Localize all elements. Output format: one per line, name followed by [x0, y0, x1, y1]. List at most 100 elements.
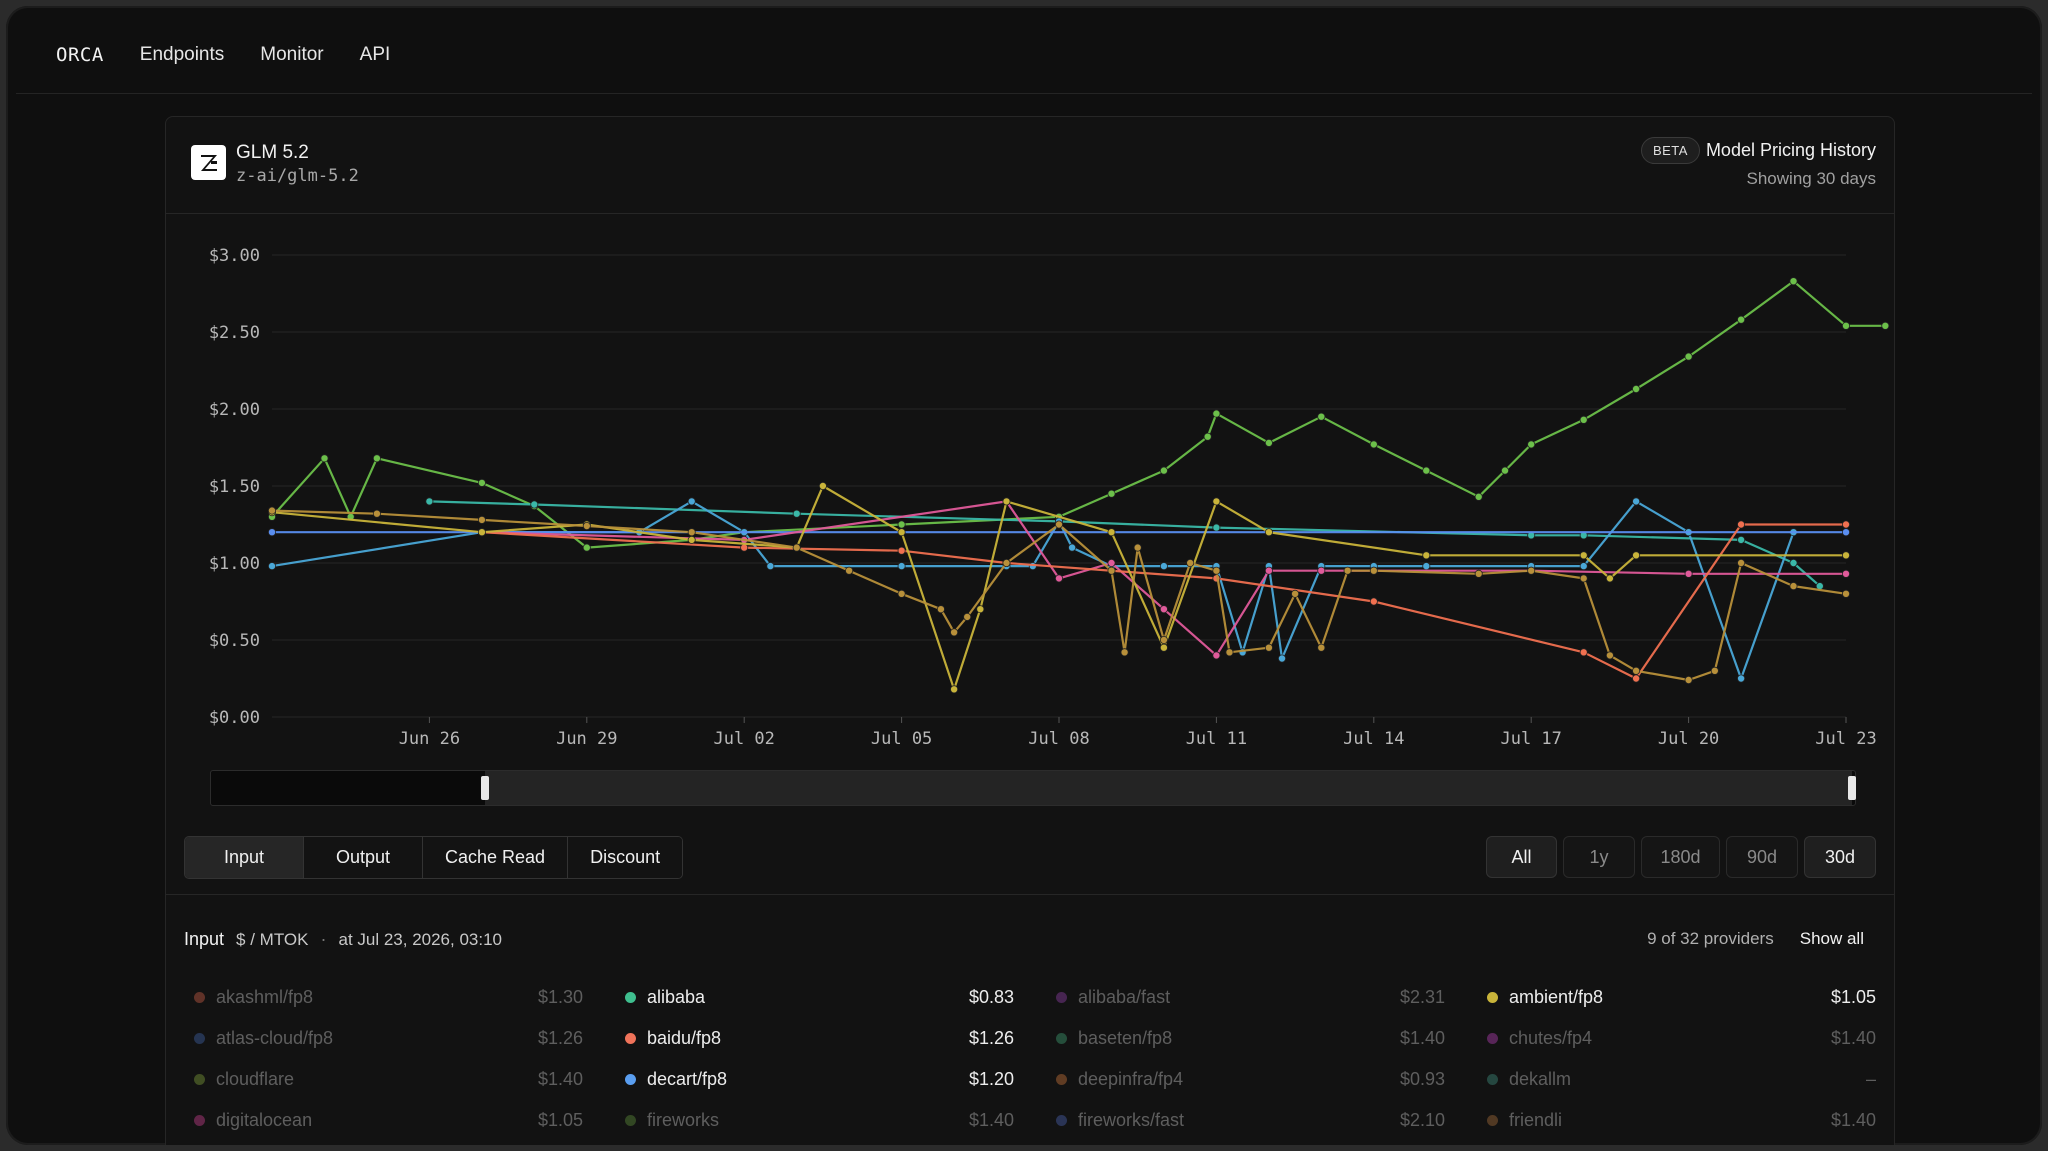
provider-item[interactable]: friendli $1.40 — [1477, 1100, 1876, 1141]
provider-item[interactable]: deepinfra/fp4 $0.93 — [1046, 1059, 1445, 1100]
provider-name: friendli — [1509, 1110, 1563, 1130]
nav-monitor[interactable]: Monitor — [260, 43, 324, 65]
data-point — [1632, 384, 1641, 393]
legend-title: Input — [184, 929, 225, 949]
data-point — [897, 589, 906, 598]
data-point — [1159, 635, 1168, 644]
provider-item[interactable]: fireworks $1.40 — [615, 1100, 1014, 1141]
provider-price: $1.26 — [537, 1028, 583, 1048]
data-point — [1789, 582, 1798, 591]
provider-color-dot — [194, 1074, 205, 1085]
provider-name: dekallm — [1509, 1069, 1572, 1089]
x-tick-label: Jul 11 — [1186, 729, 1247, 749]
provider-item[interactable]: chutes/fp4 $1.40 — [1477, 1018, 1876, 1059]
data-point — [425, 497, 434, 506]
data-point — [1107, 528, 1116, 537]
data-point — [1317, 643, 1326, 652]
range-brush[interactable] — [210, 770, 1856, 806]
x-tick-label: Jul 20 — [1658, 729, 1719, 749]
data-point — [1579, 551, 1588, 560]
data-point — [1737, 674, 1746, 683]
provider-price: – — [1865, 1069, 1876, 1089]
show-all-button[interactable]: Show all — [1799, 929, 1864, 948]
provider-price: $1.40 — [1399, 1028, 1445, 1048]
provider-item[interactable]: alibaba $0.83 — [615, 977, 1014, 1018]
provider-color-dot — [625, 992, 636, 1003]
provider-color-dot — [194, 1033, 205, 1044]
data-point — [1684, 352, 1693, 361]
provider-name: fireworks/fast — [1078, 1110, 1185, 1130]
provider-price: $1.05 — [1830, 987, 1876, 1007]
data-point — [582, 543, 591, 552]
data-point — [320, 454, 329, 463]
provider-price: $0.93 — [1399, 1069, 1445, 1089]
range-30d[interactable]: 30d — [1804, 836, 1876, 878]
range-180d[interactable]: 180d — [1641, 836, 1720, 878]
range-all[interactable]: All — [1486, 836, 1557, 878]
provider-name: ambient/fp8 — [1509, 987, 1604, 1007]
data-point — [766, 562, 775, 571]
data-point — [477, 478, 486, 487]
data-point — [268, 562, 277, 571]
provider-price: $1.40 — [1830, 1028, 1876, 1048]
provider-item[interactable]: digitalocean $1.05 — [184, 1100, 583, 1141]
provider-item[interactable]: baseten/fp8 $1.40 — [1046, 1018, 1445, 1059]
range-selector: All 1y 180d 90d 30d — [1486, 836, 1876, 878]
data-point — [1107, 566, 1116, 575]
provider-item[interactable]: ambient/fp8 $1.05 — [1477, 977, 1876, 1018]
data-point — [1369, 566, 1378, 575]
series-line — [271, 500, 1795, 680]
header-right: BETA Model Pricing History Showing 30 da… — [1640, 137, 1876, 189]
provider-item[interactable]: alibaba/fast $2.31 — [1046, 977, 1445, 1018]
range-90d[interactable]: 90d — [1726, 836, 1798, 878]
provider-item[interactable]: decart/fp8 $1.20 — [615, 1059, 1014, 1100]
data-point — [1159, 605, 1168, 614]
brush-selection[interactable] — [485, 771, 1852, 805]
nav-endpoints[interactable]: Endpoints — [139, 43, 225, 65]
provider-name: deepinfra/fp4 — [1078, 1069, 1184, 1089]
data-point — [1881, 321, 1890, 330]
provider-name: cloudflare — [216, 1069, 295, 1089]
tab-cache-read[interactable]: Cache Read — [423, 837, 569, 878]
tab-discount[interactable]: Discount — [568, 837, 683, 878]
provider-item[interactable]: baidu/fp8 $1.26 — [615, 1018, 1014, 1059]
provider-price: $2.31 — [1399, 987, 1445, 1007]
brand-logo[interactable]: ORCA — [56, 43, 104, 66]
data-point — [1632, 674, 1641, 683]
provider-item[interactable]: atlas-cloud/fp8 $1.26 — [184, 1018, 583, 1059]
data-point — [1133, 543, 1142, 552]
data-point — [1632, 551, 1641, 560]
provider-price: $1.20 — [968, 1069, 1014, 1089]
provider-name: baseten/fp8 — [1078, 1028, 1173, 1048]
tab-output[interactable]: Output — [304, 837, 423, 878]
provider-item[interactable]: cloudflare $1.40 — [184, 1059, 583, 1100]
beta-badge: BETA — [1640, 137, 1700, 164]
provider-item[interactable]: akashml/fp8 $1.30 — [184, 977, 583, 1018]
brush-handle-right[interactable] — [1848, 776, 1856, 800]
y-tick-label: $1.50 — [209, 477, 260, 497]
data-point — [1159, 643, 1168, 652]
model-name: GLM 5.2 — [236, 142, 309, 163]
data-point — [1684, 675, 1693, 684]
data-point — [1737, 520, 1746, 529]
range-1y[interactable]: 1y — [1563, 836, 1635, 878]
page-title: Model Pricing History — [1705, 140, 1876, 160]
data-point — [1422, 562, 1431, 571]
provider-color-dot — [1487, 1074, 1498, 1085]
legend-unit: $ / MTOK — [236, 930, 309, 949]
data-point — [477, 515, 486, 524]
nav-api[interactable]: API — [359, 43, 391, 65]
brush-handle-left[interactable] — [481, 776, 489, 800]
data-point — [1107, 558, 1116, 567]
provider-color-dot — [1056, 992, 1067, 1003]
provider-item[interactable]: dekallm – — [1477, 1059, 1876, 1100]
data-point — [845, 566, 854, 575]
y-tick-label: $3.00 — [209, 246, 260, 266]
data-point — [1212, 523, 1221, 532]
data-point — [1737, 558, 1746, 567]
provider-item[interactable]: fireworks/fast $2.10 — [1046, 1100, 1445, 1141]
tab-input[interactable]: Input — [185, 837, 304, 878]
provider-count: 9 of 32 providers — [1647, 929, 1774, 948]
data-point — [1789, 558, 1798, 567]
data-point — [950, 628, 959, 637]
